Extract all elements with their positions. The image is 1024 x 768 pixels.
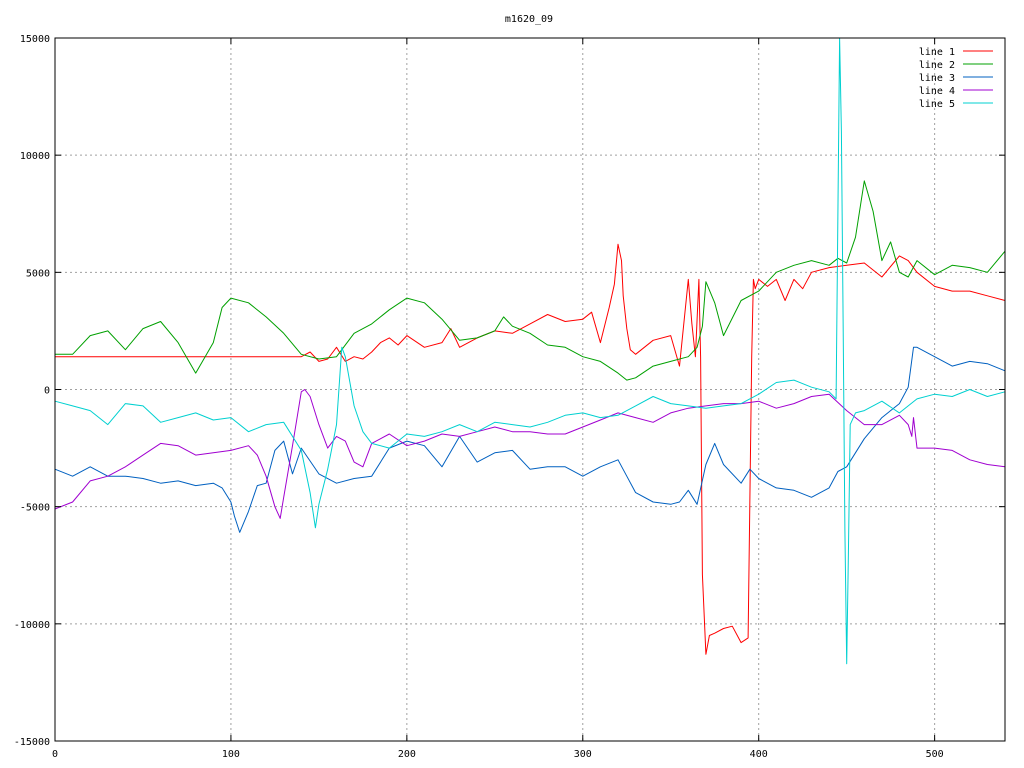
chart-title: m1620_09 <box>505 14 553 25</box>
y-tick-label: 10000 <box>20 151 50 162</box>
x-tick-label: 300 <box>574 749 592 760</box>
y-tick-label: 0 <box>44 386 50 397</box>
series-line-1 <box>55 243 1006 655</box>
x-tick-label: 400 <box>750 749 768 760</box>
grid-lines <box>55 38 1005 741</box>
legend-label: line 5 <box>919 99 955 110</box>
y-tick-label: 15000 <box>20 34 50 45</box>
legend-label: line 3 <box>919 73 955 84</box>
axis-ticks: 0 100 200 300 400 500 -15000 -10000 -5000 0 5000 10… <box>14 34 1005 760</box>
x-tick-label: 200 <box>398 749 416 760</box>
legend-label: line 4 <box>919 86 955 97</box>
y-tick-label: -10000 <box>14 620 50 631</box>
x-tick-label: 0 <box>52 749 58 760</box>
y-tick-label: -15000 <box>14 737 50 748</box>
series-line-2 <box>55 180 1006 381</box>
legend-label: line 2 <box>919 60 955 71</box>
x-tick-label: 500 <box>926 749 944 760</box>
series-line-5 <box>54 37 1006 665</box>
y-tick-label: 5000 <box>26 268 50 279</box>
y-tick-label: -5000 <box>20 503 50 514</box>
series-line-3 <box>54 346 1006 533</box>
series-lines <box>54 37 1006 665</box>
legend: line 1 line 2 line 3 line 4 line 5 <box>919 47 993 110</box>
legend-label: line 1 <box>919 47 955 58</box>
x-tick-label: 100 <box>222 749 240 760</box>
